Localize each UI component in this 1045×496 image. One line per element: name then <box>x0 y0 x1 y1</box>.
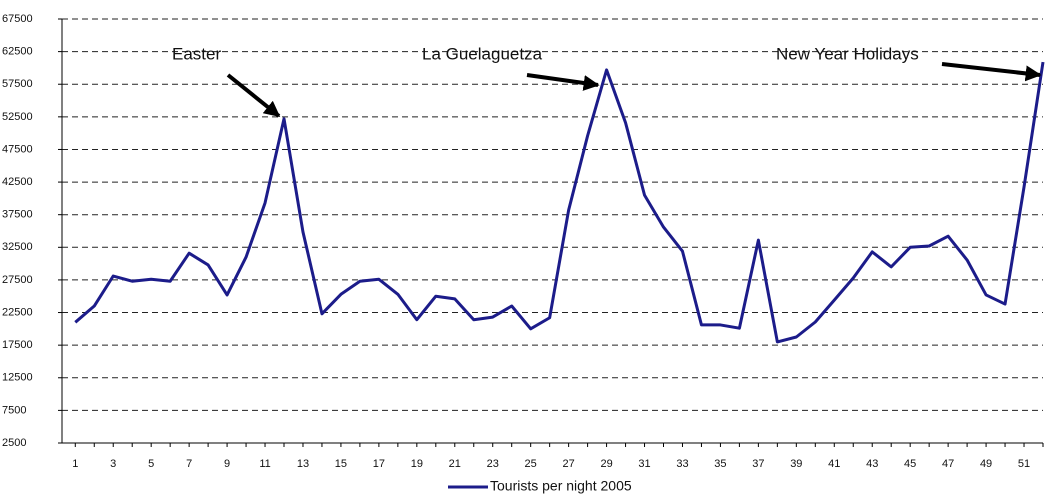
x-tick-label: 13 <box>297 458 309 470</box>
y-tick-label: 37500 <box>2 209 33 221</box>
y-tick-label: 52500 <box>2 111 33 123</box>
x-tick-label: 31 <box>638 458 650 470</box>
x-tick-label: 45 <box>904 458 916 470</box>
y-tick-label: 57500 <box>2 78 33 90</box>
legend-item: Tourists per night 2005 <box>448 478 632 494</box>
x-tick-label: 7 <box>186 458 192 470</box>
x-tick-label: 3 <box>110 458 116 470</box>
y-tick-label: 22500 <box>2 306 33 318</box>
x-tick-label: 15 <box>335 458 347 470</box>
x-tick-label: 49 <box>980 458 992 470</box>
x-tick-label: 39 <box>790 458 802 470</box>
x-tick-label: 19 <box>411 458 423 470</box>
y-tick-label: 67500 <box>2 13 33 25</box>
arrow <box>941 62 1042 82</box>
x-tick-label: 25 <box>525 458 537 470</box>
annotation: New Year Holidays <box>776 44 919 63</box>
x-tick-label: 47 <box>942 458 954 470</box>
y-tick-label: 12500 <box>2 372 33 384</box>
legend-label: Tourists per night 2005 <box>490 478 632 494</box>
x-tick-label: 1 <box>72 458 78 470</box>
x-tick-label: 17 <box>373 458 385 470</box>
annotation: La Guelaguetza <box>422 44 543 63</box>
y-tick-label: 42500 <box>2 176 33 188</box>
annotation: Easter <box>172 44 221 63</box>
y-tick-label: 2500 <box>2 437 26 449</box>
x-tick-label: 33 <box>676 458 688 470</box>
x-tick-label: 35 <box>714 458 726 470</box>
arrow <box>526 73 600 91</box>
x-tick-label: 5 <box>148 458 154 470</box>
x-tick-label: 21 <box>449 458 461 470</box>
x-tick-label: 51 <box>1018 458 1030 470</box>
x-tick-label: 29 <box>600 458 612 470</box>
data-line <box>74 61 1045 344</box>
x-tick-label: 9 <box>224 458 230 470</box>
x-tick-label: 23 <box>487 458 499 470</box>
y-tick-label: 32500 <box>2 241 33 253</box>
x-tick-label: 37 <box>752 458 764 470</box>
arrow <box>226 73 281 118</box>
x-tick-label: 41 <box>828 458 840 470</box>
y-tick-label: 62500 <box>2 46 33 58</box>
x-tick-label: 43 <box>866 458 878 470</box>
x-tick-label: 11 <box>259 458 270 470</box>
x-tick-label: 27 <box>563 458 575 470</box>
y-tick-label: 7500 <box>2 404 26 416</box>
y-tick-label: 17500 <box>2 339 33 351</box>
y-tick-label: 47500 <box>2 143 33 155</box>
y-tick-label: 27500 <box>2 274 33 286</box>
